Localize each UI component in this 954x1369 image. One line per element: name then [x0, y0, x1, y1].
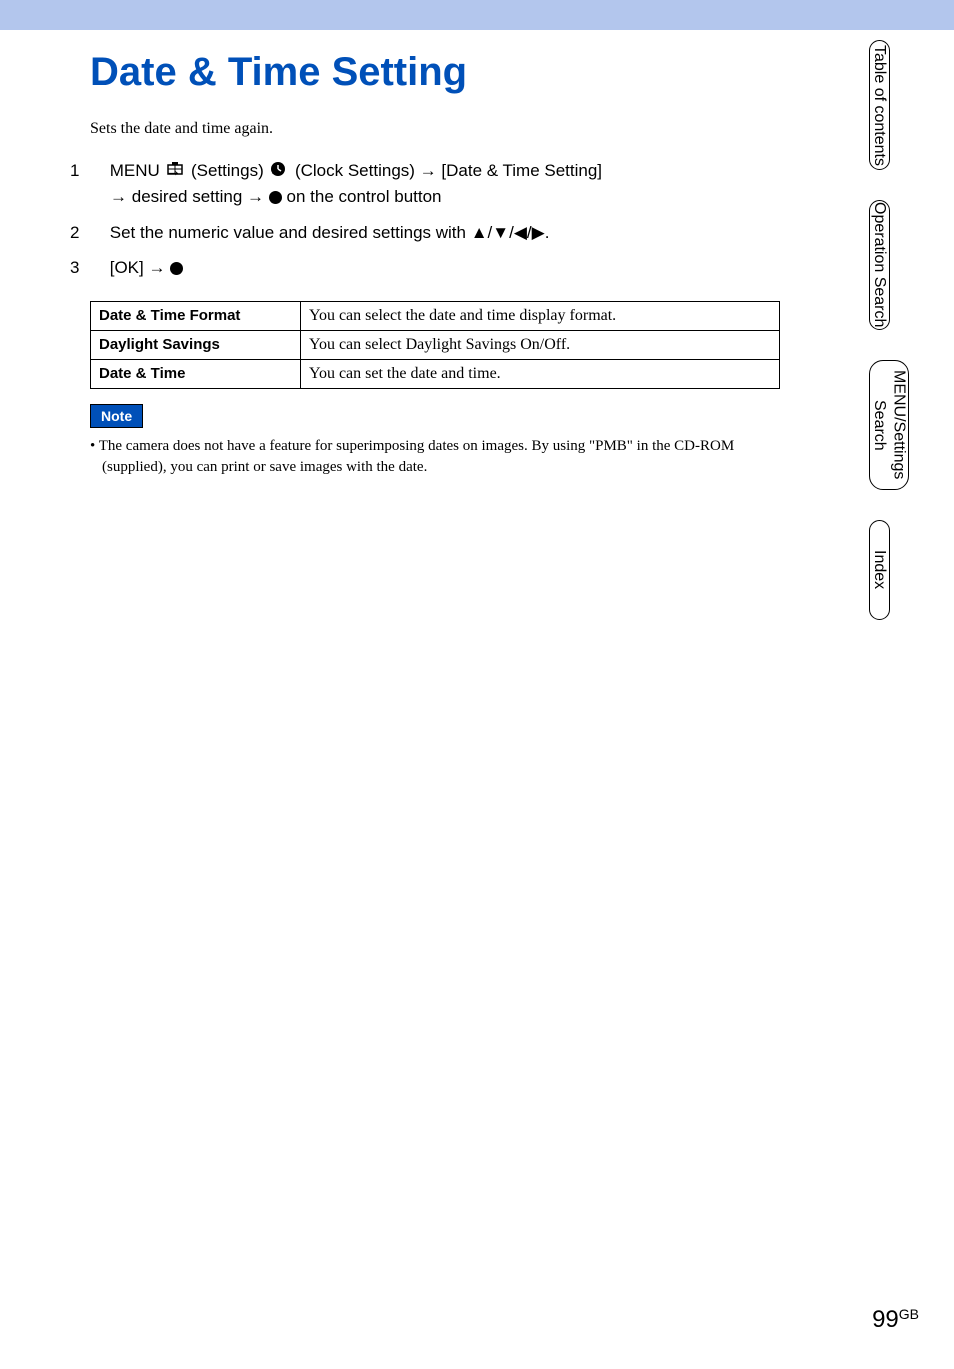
main-content: Date & Time Setting Sets the date and ti…: [0, 30, 830, 478]
top-bar: [0, 0, 954, 30]
step-text: [Date & Time Setting]: [441, 161, 602, 180]
arrow-icon: →: [148, 258, 165, 277]
note-label: Note: [90, 404, 143, 428]
step-text: (Clock Settings): [295, 161, 415, 180]
table-desc: You can set the date and time.: [301, 359, 780, 388]
step-text: desired setting: [132, 187, 243, 206]
step-text: MENU: [110, 161, 160, 180]
step-2: 2 Set the numeric value and desired sett…: [90, 220, 780, 246]
table-label: Daylight Savings: [91, 330, 301, 359]
table-row: Daylight Savings You can select Daylight…: [91, 330, 780, 359]
note-list: The camera does not have a feature for s…: [90, 436, 780, 478]
settings-table: Date & Time Format You can select the da…: [90, 301, 780, 389]
page-number: 99: [872, 1306, 899, 1333]
step-1: 1 MENU → (Settings) → (Clock Settings) →…: [90, 158, 780, 210]
center-button-icon: [269, 191, 282, 204]
tab-table-of-contents[interactable]: Table of contents: [869, 40, 890, 170]
tab-menu-settings-search[interactable]: MENU/Settings Search: [869, 360, 909, 490]
step-text: (Settings): [191, 161, 264, 180]
step-list: 1 MENU → (Settings) → (Clock Settings) →…: [90, 158, 780, 281]
side-tabs: Table of contents Operation Search MENU/…: [869, 40, 939, 650]
center-button-icon: [170, 262, 183, 275]
step-text: .: [545, 223, 550, 242]
table-row: Date & Time You can set the date and tim…: [91, 359, 780, 388]
page-suffix: GB: [899, 1306, 919, 1322]
step-text: [OK]: [110, 258, 144, 277]
step-num: 3: [90, 255, 105, 281]
intro-text: Sets the date and time again.: [90, 120, 780, 138]
tab-operation-search[interactable]: Operation Search: [869, 200, 890, 330]
arrow-icon: →: [247, 187, 264, 206]
step-num: 1: [90, 158, 105, 184]
table-row: Date & Time Format You can select the da…: [91, 301, 780, 330]
page-footer: 99GB: [872, 1306, 919, 1334]
step-num: 2: [90, 220, 105, 246]
table-label: Date & Time Format: [91, 301, 301, 330]
arrow-icon: →: [420, 161, 437, 180]
tab-index[interactable]: Index: [869, 520, 890, 620]
table-label: Date & Time: [91, 359, 301, 388]
note-item: The camera does not have a feature for s…: [102, 436, 780, 478]
table-desc: You can select Daylight Savings On/Off.: [301, 330, 780, 359]
direction-controls: ▲/▼/◀/▶: [471, 223, 545, 242]
table-desc: You can select the date and time display…: [301, 301, 780, 330]
page-title: Date & Time Setting: [90, 50, 780, 95]
arrow-icon: →: [110, 187, 127, 206]
step-text: on the control button: [287, 187, 442, 206]
step-3: 3 [OK] →: [90, 255, 780, 281]
step-text: Set the numeric value and desired settin…: [110, 223, 471, 242]
